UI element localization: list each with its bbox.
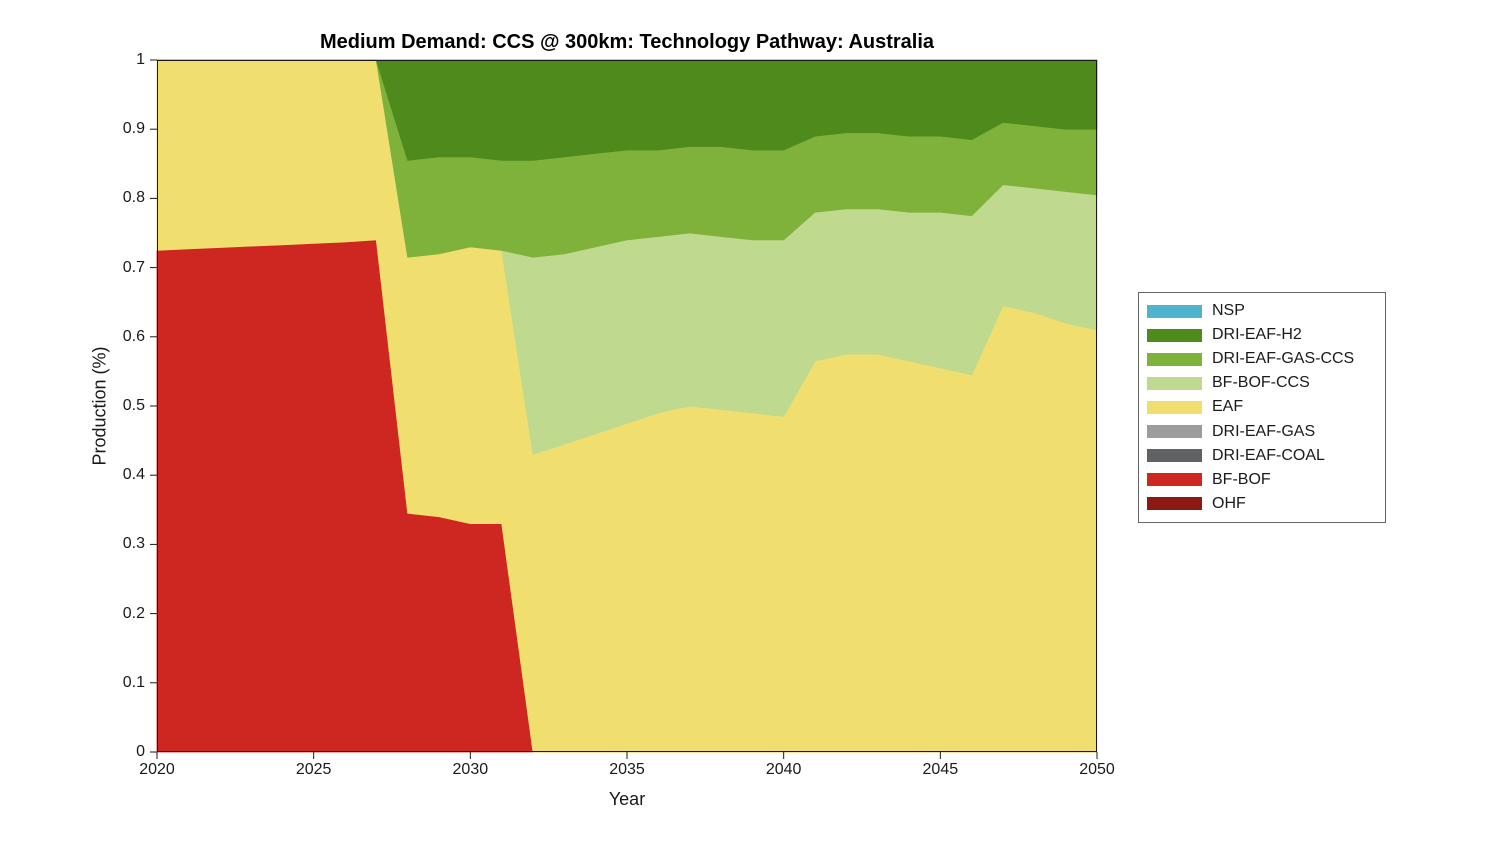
chart-title: Medium Demand: CCS @ 300km: Technology P… <box>319 31 935 53</box>
legend-swatch-dri-eaf-gas-ccs <box>1147 352 1202 366</box>
y-tick-label: 0.6 <box>122 327 145 345</box>
y-tick-label: 1 <box>136 51 145 68</box>
y-tick-label: 0.2 <box>122 604 145 622</box>
legend-item: OHF <box>1139 495 1385 513</box>
x-tick-label: 2040 <box>765 761 802 778</box>
y-tick-label: 0.3 <box>122 535 145 553</box>
legend-swatch-bf-bof <box>1147 473 1202 487</box>
legend-swatch-eaf <box>1147 400 1202 414</box>
legend-label: BF-BOF <box>1212 470 1271 488</box>
y-tick-label: 0.1 <box>122 673 145 691</box>
legend-label: EAF <box>1212 398 1244 416</box>
legend-swatch-dri-eaf-gas <box>1147 425 1202 439</box>
legend: NSP DRI-EAF-H2 DRI-EAF-GAS-CCS BF-BOF-CCS EA… <box>1138 292 1386 523</box>
x-tick-label: 2045 <box>922 761 959 778</box>
legend-item: DRI-EAF-H2 <box>1139 326 1385 344</box>
legend-label: OHF <box>1212 494 1246 512</box>
axes-box <box>157 60 1097 752</box>
legend-item: EAF <box>1139 398 1385 416</box>
x-tick-label: 2020 <box>139 761 175 778</box>
legend-label: BF-BOF-CCS <box>1212 374 1310 392</box>
legend-label: DRI-EAF-COAL <box>1212 446 1325 464</box>
x-tick-label: 2035 <box>609 761 645 778</box>
legend-item: BF-BOF-CCS <box>1139 374 1385 392</box>
legend-label: DRI-EAF-H2 <box>1212 326 1302 344</box>
y-tick-label: 0.7 <box>122 258 145 276</box>
plot-area <box>150 59 1098 759</box>
y-tick-label: 0.8 <box>122 189 145 207</box>
legend-item: NSP <box>1139 302 1385 320</box>
legend-swatch-dri-eaf-coal <box>1147 449 1202 463</box>
y-tick-label: 0.4 <box>122 466 145 484</box>
y-tick-label: 0.5 <box>122 397 145 414</box>
y-tick-label: 0 <box>136 743 145 760</box>
legend-item: DRI-EAF-GAS <box>1139 423 1385 441</box>
legend-label: NSP <box>1212 302 1245 320</box>
x-tick-label: 2025 <box>295 761 332 778</box>
legend-swatch-bf-bof-ccs <box>1147 376 1202 390</box>
legend-item: DRI-EAF-GAS-CCS <box>1139 350 1385 368</box>
y-tick-label: 0.9 <box>122 120 145 138</box>
legend-label: DRI-EAF-GAS <box>1212 422 1316 440</box>
x-tick-label: 2050 <box>1079 761 1115 778</box>
legend-item: DRI-EAF-COAL <box>1139 447 1385 465</box>
legend-item: BF-BOF <box>1139 471 1385 489</box>
plot-svg <box>150 59 1098 759</box>
x-axis-label: Year <box>608 789 646 809</box>
legend-label: DRI-EAF-GAS-CCS <box>1212 350 1355 368</box>
legend-swatch-nsp <box>1147 304 1202 318</box>
legend-swatch-dri-eaf-h2 <box>1147 328 1202 342</box>
legend-swatch-ohf <box>1147 497 1202 511</box>
x-tick-label: 2030 <box>452 761 489 778</box>
